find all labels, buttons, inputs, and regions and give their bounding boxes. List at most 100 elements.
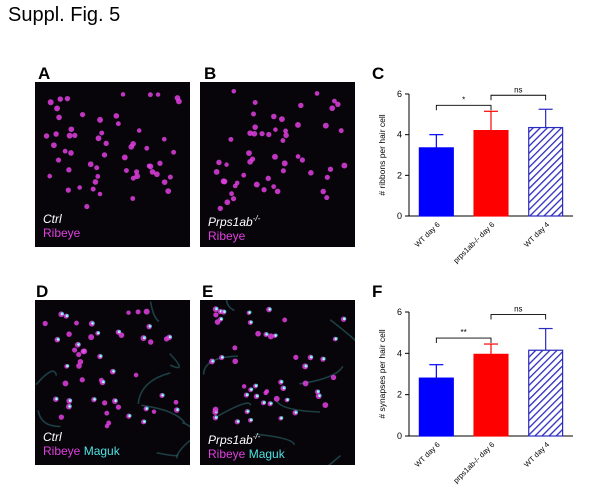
- maguk-label: Maguk: [248, 447, 285, 461]
- ribeye-punctum: [151, 409, 157, 414]
- ribeye-punctum: [81, 348, 88, 355]
- genotype-label: Prps1ab: [208, 215, 253, 229]
- colocalized-punctum: [93, 398, 96, 401]
- y-tick-label: 2: [397, 170, 402, 180]
- colocalized-punctum: [68, 399, 71, 402]
- colocalized-punctum: [318, 395, 321, 397]
- ribeye-punctum: [72, 347, 78, 353]
- ribeye-punctum: [101, 152, 108, 158]
- bar: [528, 126, 564, 217]
- ribeye-punctum: [97, 191, 103, 197]
- micrograph-b-puncta: [213, 88, 348, 212]
- panel-label-f: F: [372, 282, 383, 301]
- ribeye-punctum: [57, 96, 64, 102]
- ribeye-label: Ribeye: [208, 447, 246, 461]
- ribeye-punctum: [329, 105, 336, 112]
- ribeye-punctum: [265, 175, 271, 182]
- ribeye-punctum: [134, 169, 140, 175]
- ribeye-punctum: [77, 185, 82, 190]
- chart-c-svg: 0 2 4 6 # ribbons per hair cell WT day 6 prps1…: [377, 85, 573, 265]
- bar: [528, 349, 564, 437]
- ribeye-punctum: [234, 180, 240, 186]
- colocalized-punctum: [256, 395, 258, 398]
- ribeye-punctum: [54, 105, 60, 112]
- ribeye-punctum: [282, 317, 288, 323]
- ribeye-punctum: [66, 331, 72, 337]
- x-tick-label: WT day 4: [522, 220, 551, 249]
- colocalized-punctum: [274, 334, 277, 337]
- ribeye-punctum: [338, 128, 344, 134]
- colocalized-punctum: [248, 311, 251, 314]
- colocalized-punctum: [282, 387, 285, 390]
- significance-bracket: [490, 94, 547, 101]
- colocalized-punctum: [317, 390, 319, 393]
- genotype-superscript: -/-: [252, 432, 261, 441]
- ribeye-punctum: [280, 168, 286, 174]
- x-tick-label: prps1ab-/- day 6: [451, 220, 496, 265]
- ribeye-punctum: [76, 351, 82, 358]
- colocalized-punctum: [236, 420, 239, 423]
- fiber-mark: [217, 402, 252, 417]
- ribeye-punctum: [135, 309, 141, 315]
- colocalized-punctum: [68, 405, 71, 408]
- ribeye-punctum: [314, 91, 320, 96]
- ribeye-punctum: [155, 92, 161, 97]
- ribeye-punctum: [76, 363, 82, 369]
- ribeye-punctum: [299, 157, 306, 163]
- ribeye-punctum: [120, 92, 126, 97]
- colocalized-punctum: [211, 360, 214, 363]
- colocalized-punctum: [168, 336, 171, 339]
- ribeye-punctum: [280, 138, 286, 143]
- ribeye-punctum: [293, 354, 299, 360]
- ribeye-punctum: [65, 187, 71, 193]
- bar: [418, 147, 454, 217]
- ribeye-punctum: [252, 99, 258, 105]
- colocalized-punctum: [56, 338, 59, 341]
- colocalized-punctum: [91, 322, 94, 325]
- colocalized-punctum: [334, 338, 337, 340]
- ribeye-punctum: [154, 171, 160, 178]
- fiber-mark: [169, 352, 181, 369]
- colocalized-punctum: [215, 308, 218, 311]
- fiber-mark: [156, 451, 179, 457]
- ribeye-punctum: [84, 203, 90, 210]
- ribeye-punctum: [214, 319, 221, 325]
- ribeye-punctum: [106, 420, 112, 426]
- colocalized-punctum: [145, 407, 148, 410]
- micrograph-d-caption: Ctrl Ribeye Maguk: [43, 430, 120, 458]
- ribeye-punctum: [55, 157, 62, 163]
- colocalized-punctum: [343, 318, 345, 321]
- ribeye-label: Ribeye: [208, 229, 246, 243]
- ribeye-punctum: [102, 400, 108, 406]
- ribeye-punctum: [267, 333, 274, 340]
- ribeye-punctum: [213, 169, 220, 175]
- ribeye-punctum: [47, 173, 53, 179]
- ribeye-punctum: [157, 160, 163, 166]
- y-tick-label: 0: [397, 431, 402, 441]
- ribeye-punctum: [115, 404, 122, 410]
- colocalized-punctum: [97, 332, 99, 335]
- colocalized-punctum: [268, 308, 271, 311]
- ribeye-punctum: [212, 406, 219, 413]
- y-axis-label: # ribbons per hair cell: [377, 114, 387, 195]
- panel-label-b: B: [204, 64, 217, 83]
- ribeye-punctum: [255, 330, 261, 337]
- ribeye-punctum: [241, 172, 247, 178]
- ribeye-punctum: [97, 116, 104, 123]
- ribeye-punctum: [88, 334, 95, 341]
- colocalized-punctum: [322, 358, 325, 361]
- figure-title: Suppl. Fig. 5: [8, 4, 121, 26]
- micrograph-a: Ctrl Ribeye: [35, 82, 190, 247]
- ribeye-punctum: [295, 154, 301, 159]
- ribeye-punctum: [124, 168, 129, 173]
- ribeye-punctum: [322, 122, 329, 129]
- ribeye-punctum: [42, 320, 48, 327]
- genotype-label: Prps1ab: [208, 433, 253, 447]
- colocalized-punctum: [60, 313, 63, 316]
- ribeye-punctum: [320, 188, 326, 195]
- micrograph-d: Ctrl Ribeye Maguk: [35, 300, 190, 465]
- ribeye-punctum: [273, 127, 278, 132]
- ribeye-punctum: [322, 402, 329, 408]
- ribeye-punctum: [43, 133, 50, 139]
- colocalized-punctum: [255, 385, 257, 387]
